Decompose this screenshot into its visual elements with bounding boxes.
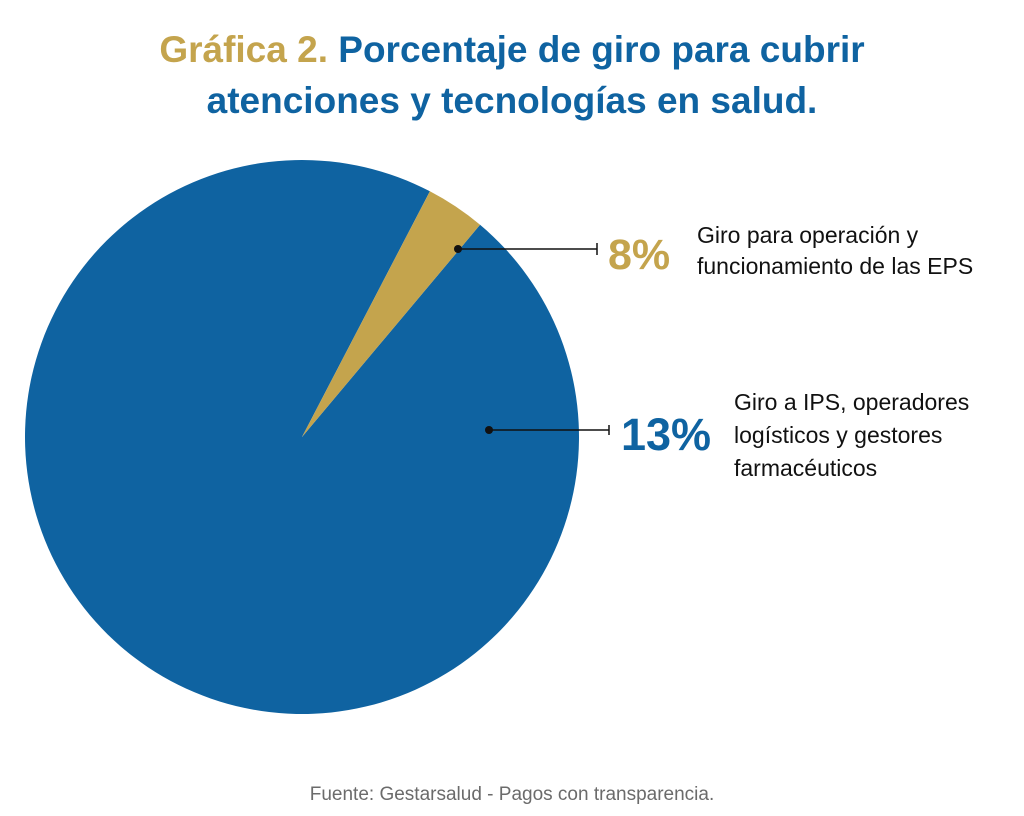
leader-dot-ips	[485, 426, 493, 434]
pie-slice-ips	[24, 160, 579, 714]
slice-description-line: logísticos y gestores	[734, 422, 942, 448]
slice-description-line: Giro para operación y	[697, 222, 919, 248]
source-note: Fuente: Gestarsalud - Pagos con transpar…	[309, 784, 715, 805]
chart-title-prefix: Gráfica 2.	[159, 29, 328, 70]
leader-dot-eps	[454, 245, 462, 253]
slice-description-line: Giro a IPS, operadores	[734, 389, 969, 415]
data-label-ips: 13%	[621, 409, 711, 460]
pie-slice-eps	[302, 191, 481, 437]
slice-description-line: funcionamiento de las EPS	[697, 253, 973, 279]
slice-description-eps: Giro para operación y funcionamiento de l…	[697, 222, 973, 279]
slice-description-ips: Giro a IPS, operadores logísticos y gesto…	[734, 389, 969, 481]
slice-description-line: farmacéuticos	[734, 455, 877, 481]
data-label-eps: 8%	[608, 231, 670, 279]
chart-title-line-1: Gráfica 2. Porcentaje de giro para cubri…	[0, 24, 1024, 75]
pie-chart: 8% Giro para operación y funcionamiento de…	[24, 160, 973, 714]
chart-title: Gráfica 2. Porcentaje de giro para cubri…	[0, 24, 1024, 126]
chart-title-text-1: Porcentaje de giro para cubrir	[338, 29, 865, 70]
chart-title-line-2: atenciones y tecnologías en salud.	[206, 80, 818, 121]
